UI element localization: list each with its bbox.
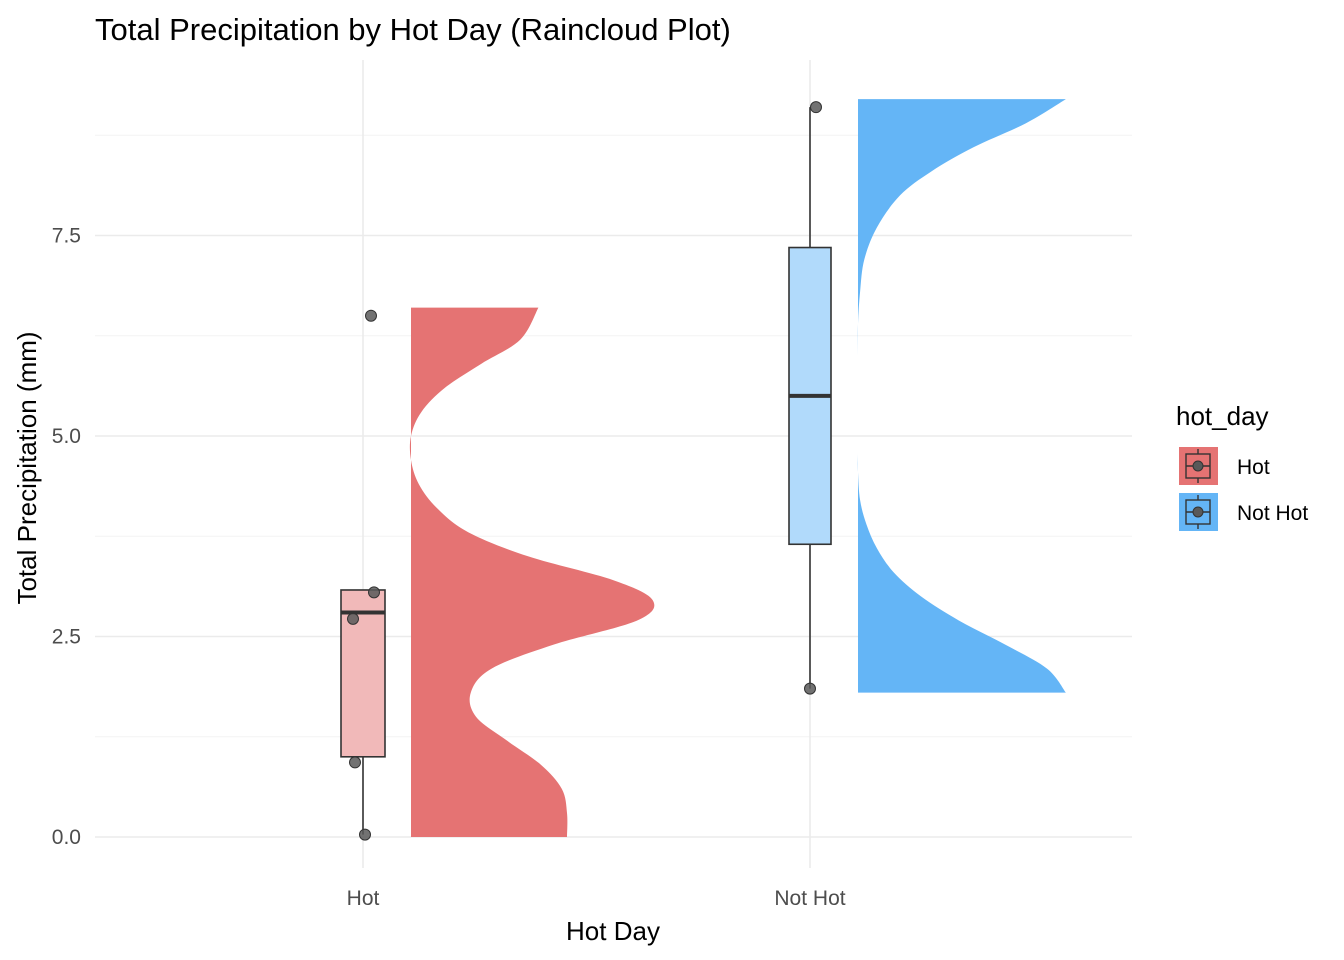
x-axis-title: Hot Day	[566, 916, 660, 946]
y-tick-label: 2.5	[52, 626, 81, 649]
chart-title: Total Precipitation by Hot Day (Rainclou…	[95, 12, 731, 47]
data-point	[359, 828, 371, 841]
data-point	[365, 309, 377, 322]
legend-label-hot: Hot	[1237, 456, 1270, 479]
density-clouds	[409, 99, 1066, 837]
y-tick-label: 7.5	[52, 225, 81, 248]
legend-label-not-hot: Not Hot	[1237, 502, 1308, 525]
y-axis-title: Total Precipitation (mm)	[12, 331, 42, 604]
jitter-points	[347, 101, 822, 841]
grid	[95, 60, 1132, 868]
y-tick-label: 5.0	[52, 425, 81, 448]
legend: hot_day Hot Not Hot	[1176, 401, 1308, 531]
legend-title: hot_day	[1176, 401, 1269, 431]
density-cloud-hot	[409, 307, 655, 837]
data-point	[368, 586, 380, 599]
legend-key-not-hot	[1179, 493, 1218, 531]
x-axis-ticks: Hot Not Hot	[347, 887, 846, 910]
x-tick-label: Not Hot	[774, 887, 845, 910]
y-axis-ticks: 0.0 2.5 5.0 7.5	[52, 225, 81, 850]
data-point	[804, 682, 816, 695]
legend-key-hot	[1179, 447, 1218, 485]
y-tick-label: 0.0	[52, 826, 81, 849]
legend-point	[1192, 506, 1204, 518]
data-point	[347, 612, 359, 625]
data-point	[810, 101, 822, 114]
legend-point	[1192, 460, 1204, 472]
density-cloud-not-hot	[857, 99, 1066, 693]
box-hot	[340, 589, 386, 758]
data-point	[349, 756, 361, 769]
x-tick-label: Hot	[347, 887, 380, 910]
